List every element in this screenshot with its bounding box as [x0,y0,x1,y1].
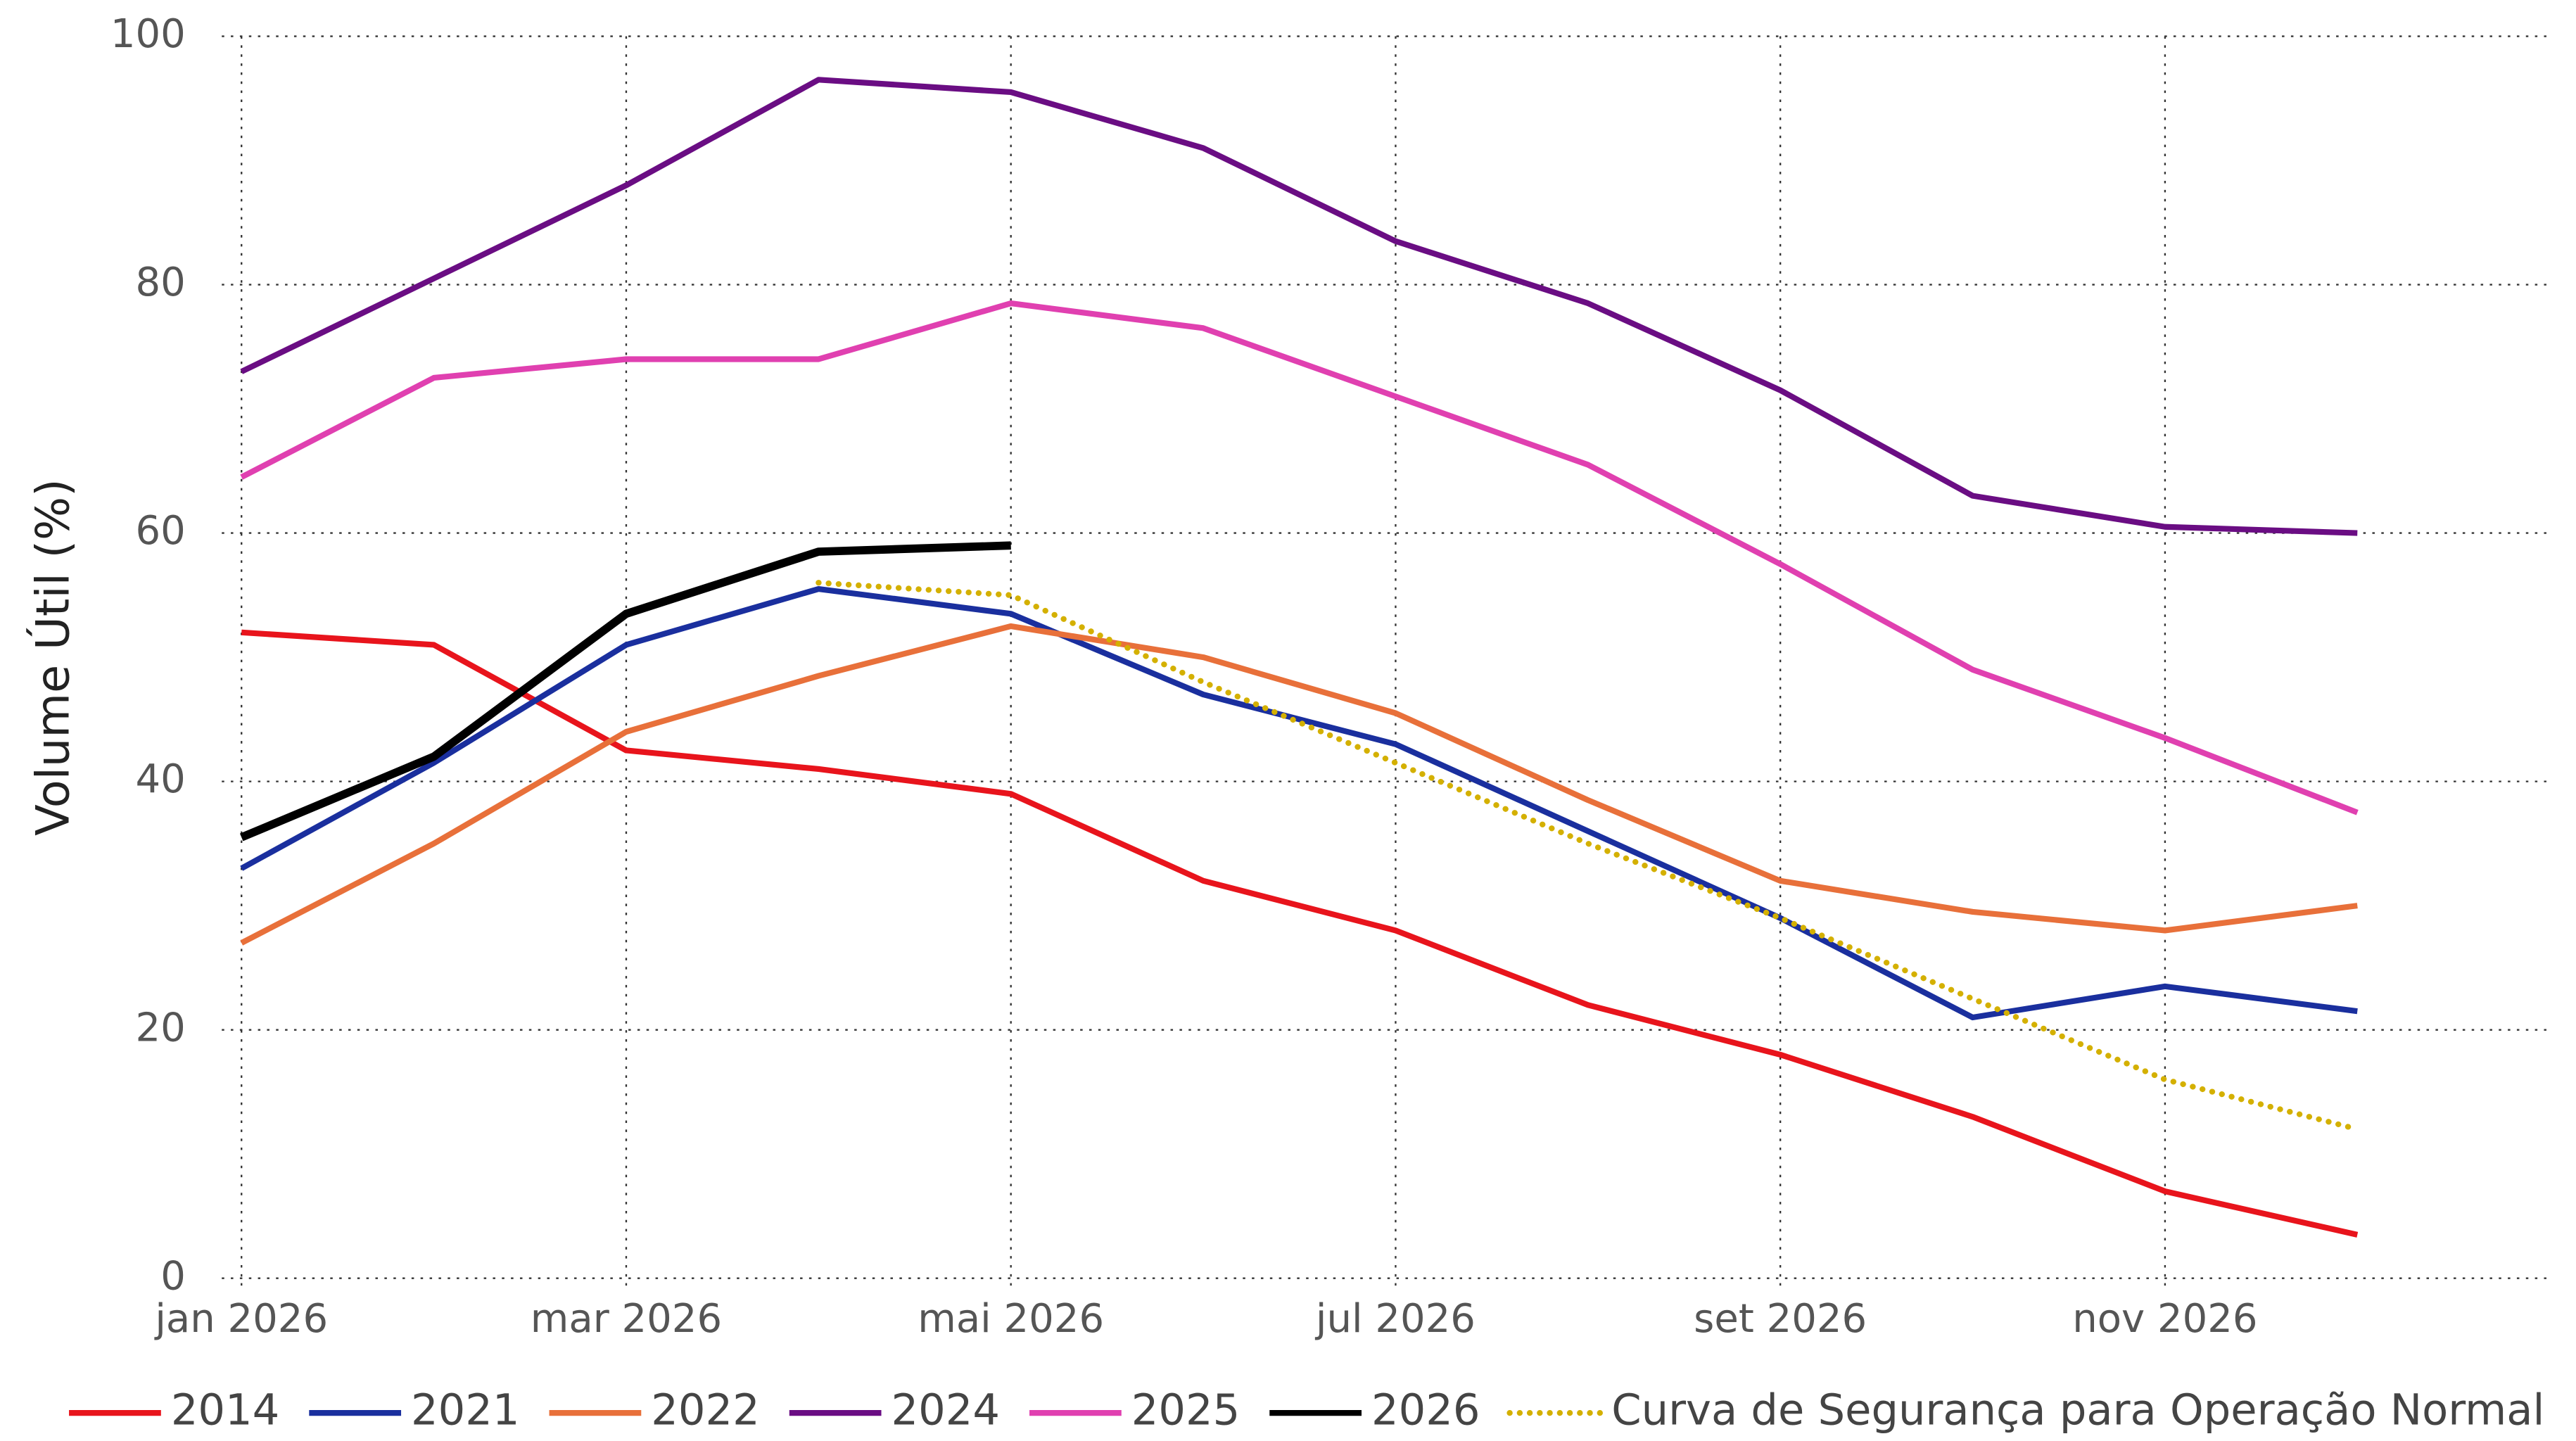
y-tick-label: 20 [136,1005,186,1050]
y-tick-label: 40 [136,756,186,802]
y-axis-label: Volume Útil (%) [25,478,80,836]
x-tick-label: mai 2026 [918,1296,1104,1342]
series-line [240,300,2359,815]
legend-label: 2026 [1371,1386,1480,1435]
legend-label: 2024 [892,1386,1000,1435]
series-line [239,541,1011,842]
series-line [240,77,2358,536]
series-line [816,580,2361,1132]
x-tick-label: jan 2026 [153,1296,328,1342]
x-tick-label: mar 2026 [531,1296,722,1342]
legend-label: 2025 [1131,1386,1240,1435]
y-tick-label: 80 [136,260,186,305]
y-tick-label: 60 [136,508,186,554]
y-tick-label: 100 [110,11,186,57]
series-line [241,629,2359,1238]
x-tick-label: jul 2026 [1314,1296,1476,1342]
legend-label: 2022 [651,1386,759,1435]
series-line [240,623,2358,946]
series-line [240,585,2358,1021]
x-tick-label: set 2026 [1694,1296,1867,1342]
y-tick-label: 0 [160,1253,186,1299]
legend-label: 2021 [411,1386,519,1435]
legend-label: Curva de Segurança para Operação Normal [1611,1386,2544,1435]
x-tick-label: nov 2026 [2072,1296,2257,1342]
legend-label: 2014 [171,1386,279,1435]
